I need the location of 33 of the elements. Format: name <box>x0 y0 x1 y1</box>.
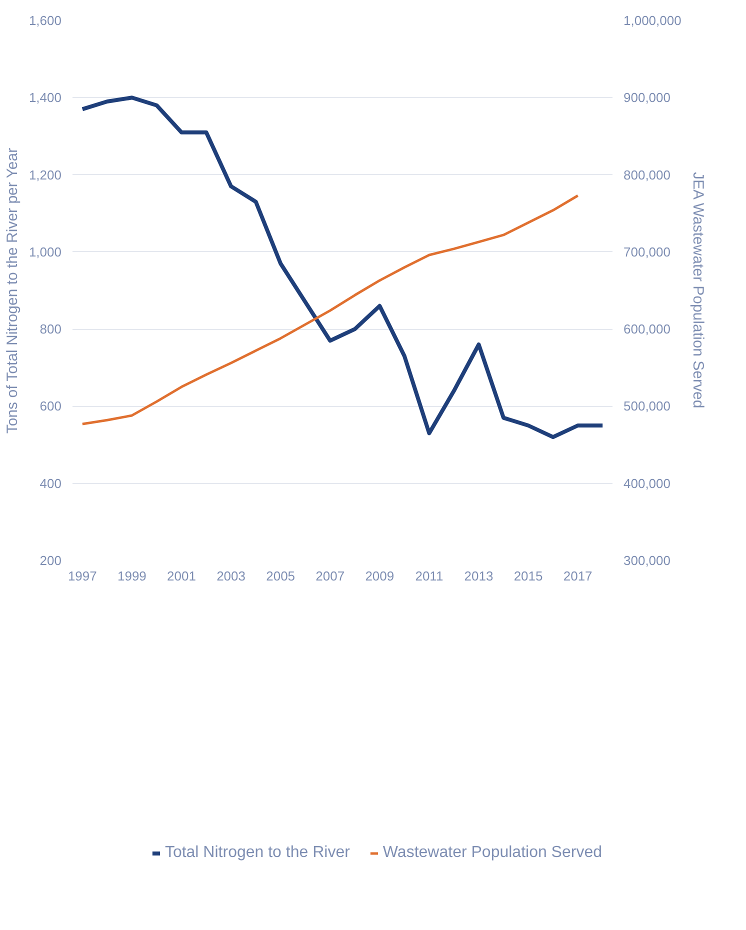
y-tick-label: 600 <box>40 398 62 414</box>
y-axis-title: Tons of Total Nitrogen to the River per Year <box>4 148 21 434</box>
y-tick-label: 1,200 <box>28 167 62 182</box>
y-tick-label: 800 <box>40 322 62 337</box>
y-tick-label: 1,400 <box>28 90 62 106</box>
y2-tick-label: 500,000 <box>624 398 670 414</box>
line-series <box>80 96 605 440</box>
x-tick-label: 2015 <box>514 568 543 584</box>
legend-label: Wastewater Population Served <box>382 844 602 862</box>
legend-label: Total Nitrogen to the River <box>164 844 350 862</box>
y-tick-label: 1,600 <box>28 13 62 28</box>
x-tick-label: 2011 <box>415 568 444 584</box>
x-tick-label: 2009 <box>365 568 394 584</box>
y2-tick-label: 400,000 <box>624 476 670 491</box>
y2-axis-title: JEA Wastewater Population Served <box>689 172 706 408</box>
x-tick-label: 1999 <box>117 568 146 584</box>
x-tick-label: 2007 <box>316 568 345 584</box>
x-tick-label: 2005 <box>266 568 296 584</box>
y2-tick-label: 900,000 <box>624 90 670 106</box>
x-tick-label: 2003 <box>216 568 246 584</box>
x-tick-label: 1997 <box>68 568 97 584</box>
y-tick-label: 200 <box>40 553 62 568</box>
y-tick-label: 1,000 <box>28 244 62 260</box>
y2-tick-label: 300,000 <box>624 553 670 568</box>
y-tick-label: 400 <box>40 476 62 491</box>
x-tick-label: 2001 <box>167 568 196 584</box>
x-tick-label: 2013 <box>464 568 494 584</box>
y2-tick-label: 700,000 <box>624 244 670 260</box>
y2-tick-label: 1,000,000 <box>624 13 682 28</box>
y2-tick-label: 800,000 <box>624 167 670 182</box>
y2-tick-label: 600,000 <box>624 322 670 337</box>
x-tick-label: 2017 <box>563 568 592 584</box>
line-series <box>81 194 580 426</box>
